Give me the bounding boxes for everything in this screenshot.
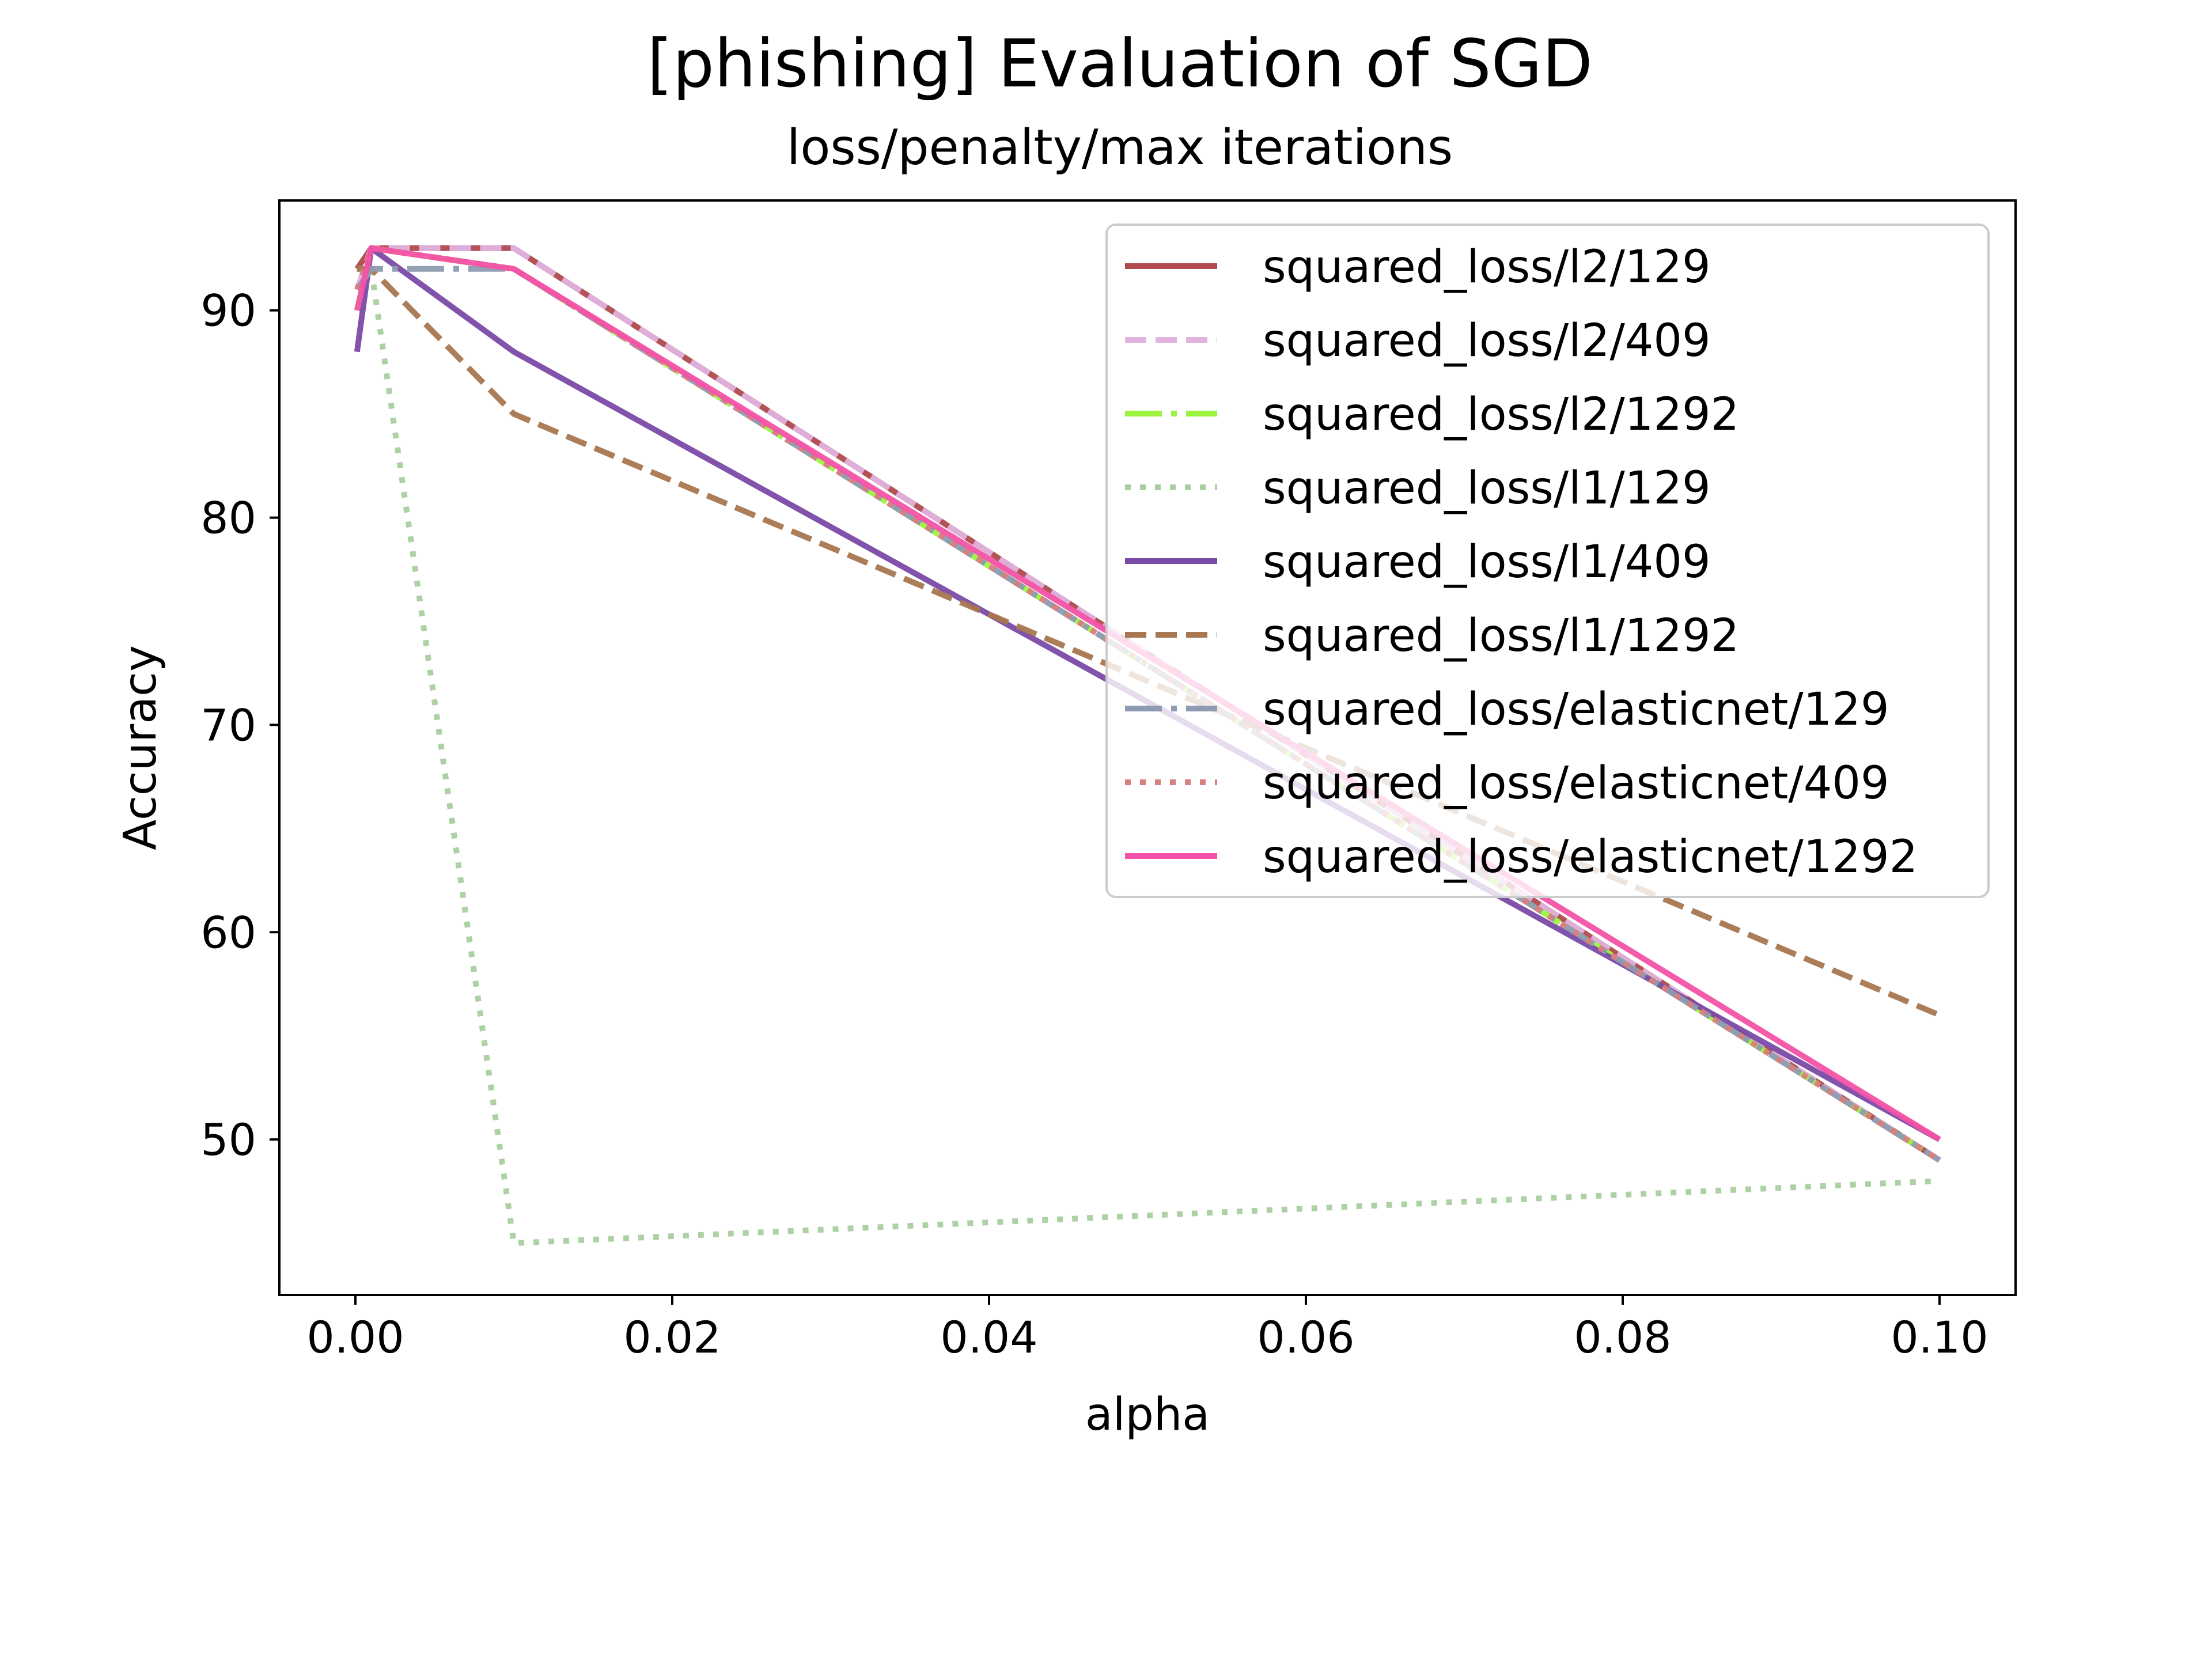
- x-tick-label: 0.08: [1574, 1312, 1671, 1363]
- y-tick-label: 80: [200, 493, 256, 544]
- x-tick-label: 0.06: [1257, 1312, 1354, 1363]
- y-axis-ticks: 50 60 70 80 90: [200, 285, 279, 1165]
- y-tick-label: 50: [200, 1114, 256, 1165]
- y-tick-label: 70: [200, 699, 256, 751]
- y-tick-label: 60: [200, 907, 256, 958]
- legend-label-8: squared_loss/elasticnet/409: [1263, 757, 1889, 809]
- legend: squared_loss/l2/129 squared_loss/l2/409sq…: [1105, 224, 1990, 898]
- legend-label-2: squared_loss/l2/409: [1263, 315, 1711, 367]
- x-tick-label: 0.00: [306, 1312, 404, 1363]
- series-line-4: [357, 266, 1940, 1246]
- y-axis-label: Accuracy: [115, 645, 166, 850]
- chart-title: [phishing] Evaluation of SGD: [647, 25, 1593, 102]
- legend-box: [1105, 224, 1990, 898]
- x-tick-label: 0.04: [940, 1312, 1037, 1363]
- chart-subtitle: loss/penalty/max iterations: [787, 119, 1453, 176]
- legend-label-3: squared_loss/l2/1292: [1263, 389, 1739, 441]
- x-tick-label: 0.10: [1891, 1312, 1988, 1363]
- legend-label-4: squared_loss/l1/129: [1263, 463, 1711, 514]
- legend-label-1: squared_loss/l2/129: [1263, 241, 1711, 293]
- legend-label-7: squared_loss/elasticnet/129: [1263, 684, 1889, 736]
- legend-label-9: squared_loss/elasticnet/1292: [1263, 831, 1918, 883]
- y-tick-label: 90: [200, 285, 256, 336]
- legend-label-6: squared_loss/l1/1292: [1263, 610, 1739, 662]
- plot-frame: [278, 199, 2017, 1296]
- legend-label-5: squared_loss/l1/409: [1263, 536, 1711, 588]
- x-tick-label: 0.02: [623, 1312, 721, 1363]
- x-axis-label: alpha: [1085, 1389, 1210, 1441]
- x-axis-ticks: 0.00 0.02 0.04 0.06 0.08 0.10: [306, 1295, 1988, 1363]
